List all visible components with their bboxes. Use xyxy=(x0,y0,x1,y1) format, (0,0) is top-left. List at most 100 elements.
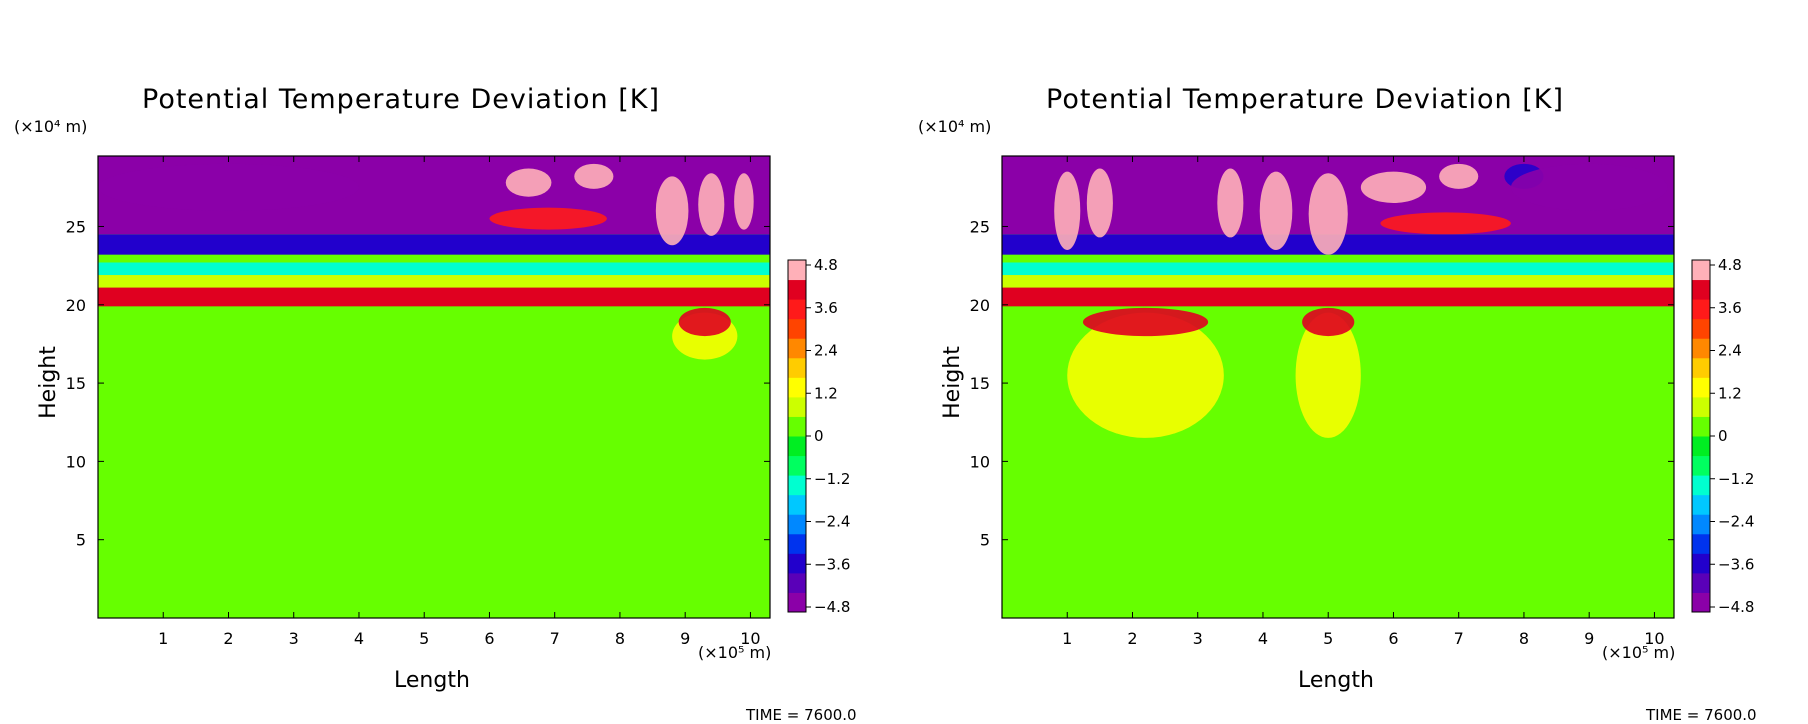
colorbar-segment xyxy=(788,377,806,398)
heatmap-plume-core xyxy=(1302,307,1355,337)
y-tick-label: 15 xyxy=(66,374,86,393)
x-tick-label: 4 xyxy=(354,629,364,648)
heatmap-lobe xyxy=(505,168,552,197)
heatmap-plume-core xyxy=(1082,307,1209,337)
colorbar-segment xyxy=(1692,396,1710,417)
heatmap-lobe xyxy=(1217,168,1244,238)
colorbar-segment xyxy=(1692,455,1710,476)
x-tick-label: 10 xyxy=(740,629,760,648)
colorbar-tick-label: −4.8 xyxy=(814,598,850,616)
x-tick-label: 9 xyxy=(680,629,690,648)
heatmap-field xyxy=(1002,156,1674,618)
colorbar-segment xyxy=(788,494,806,515)
colorbar-segment xyxy=(1692,514,1710,535)
y-tick-label: 20 xyxy=(66,296,86,315)
heatmap-lobe xyxy=(734,173,754,230)
colorbar-tick-label: 3.6 xyxy=(814,299,838,317)
colorbar-segment xyxy=(788,357,806,378)
chart-title: Potential Temperature Deviation [K] xyxy=(142,84,660,115)
x-tick-label: 3 xyxy=(1193,629,1203,648)
colorbar-tick-label: 1.2 xyxy=(814,384,838,402)
heatmap-lobe xyxy=(1439,163,1479,189)
chart-title: Potential Temperature Deviation [K] xyxy=(1046,84,1564,115)
x-tick-label: 5 xyxy=(419,629,429,648)
x-tick-label: 9 xyxy=(1584,629,1594,648)
x-tick-label: 8 xyxy=(1519,629,1529,648)
heatmap-field xyxy=(98,156,770,618)
x-tick-label: 1 xyxy=(158,629,168,648)
plot-frame xyxy=(97,155,771,619)
y-tick-label: 10 xyxy=(970,452,990,471)
colorbar-segment xyxy=(1692,533,1710,554)
time-label: TIME = 7600.0 xyxy=(1646,706,1757,724)
colorbar-segment xyxy=(1692,494,1710,515)
y-tick-label: 10 xyxy=(66,452,86,471)
colorbar-tick-label: −3.6 xyxy=(1718,555,1754,573)
heatmap-band xyxy=(1002,287,1674,307)
colorbar-tick-label: −1.2 xyxy=(814,470,850,488)
heatmap-plume xyxy=(1067,312,1224,438)
colorbar-tick-label: 0 xyxy=(814,427,824,445)
heatmap-lobe xyxy=(1360,171,1427,203)
x-tick-label: 2 xyxy=(1127,629,1137,648)
x-tick-label: 5 xyxy=(1323,629,1333,648)
y-tick-label: 5 xyxy=(980,531,990,550)
colorbar-tick-label: 1.2 xyxy=(1718,384,1742,402)
y-tick-label: 5 xyxy=(76,531,86,550)
colorbar-segment xyxy=(788,260,806,281)
x-tick-label: 7 xyxy=(550,629,560,648)
colorbar-tick-label: 0 xyxy=(1718,427,1728,445)
plot-frame xyxy=(1001,155,1675,619)
colorbar-segment xyxy=(788,572,806,593)
colorbar-segment xyxy=(788,533,806,554)
colorbar-segment xyxy=(1692,279,1710,300)
heatmap-band xyxy=(98,287,770,307)
colorbar-tick-label: 4.8 xyxy=(814,256,838,274)
chart-panel-left: Potential Temperature Deviation [K] (×10… xyxy=(14,84,857,724)
x-unit-label: (×10⁵ m) xyxy=(1602,643,1676,662)
x-tick-label: 6 xyxy=(1388,629,1398,648)
colorbar-segment xyxy=(788,299,806,320)
colorbar-tick-label: −3.6 xyxy=(814,555,850,573)
heatmap-lobe xyxy=(1259,171,1293,250)
x-tick-label: 7 xyxy=(1454,629,1464,648)
colorbar-segment xyxy=(1692,338,1710,359)
y-tick-label: 20 xyxy=(970,296,990,315)
x-tick-label: 3 xyxy=(289,629,299,648)
heatmap-lobe xyxy=(574,163,614,189)
y-unit-label: (×10⁴ m) xyxy=(14,117,88,136)
colorbar-segment xyxy=(1692,475,1710,496)
heatmap-band xyxy=(1002,275,1674,288)
colorbar-tick-label: −2.4 xyxy=(1718,513,1754,531)
x-tick-label: 8 xyxy=(615,629,625,648)
colorbar-segment xyxy=(788,416,806,437)
colorbar-segment xyxy=(788,514,806,535)
heatmap-lobe xyxy=(98,163,359,211)
heatmap-lobe xyxy=(1086,168,1113,238)
y-unit-label: (×10⁴ m) xyxy=(918,117,992,136)
x-tick-label: 2 xyxy=(223,629,233,648)
x-tick-label: 10 xyxy=(1644,629,1664,648)
time-label: TIME = 7600.0 xyxy=(746,706,857,724)
heatmap-plume-core xyxy=(678,307,731,337)
colorbar-tick-label: −4.8 xyxy=(1718,598,1754,616)
colorbar-segment xyxy=(788,553,806,574)
colorbar-tick-label: 4.8 xyxy=(1718,256,1742,274)
heatmap-lobe xyxy=(1380,212,1511,235)
colorbar-segment xyxy=(1692,592,1710,613)
heatmap-lobe xyxy=(1510,163,1668,211)
colorbar-tick-label: 2.4 xyxy=(814,342,838,360)
colorbar-tick-label: 3.6 xyxy=(1718,299,1742,317)
colorbar-segment xyxy=(1692,572,1710,593)
colorbar-segment xyxy=(1692,260,1710,281)
chart-panel-right: Potential Temperature Deviation [K] (×10… xyxy=(904,0,1808,724)
x-unit-label: (×10⁵ m) xyxy=(698,643,772,662)
heatmap-band xyxy=(98,234,770,255)
colorbar-segment xyxy=(1692,299,1710,320)
heatmap-lobe xyxy=(1308,173,1348,255)
heatmap-band xyxy=(1002,262,1674,276)
colorbar-segment xyxy=(1692,377,1710,398)
heatmap-lobe xyxy=(1054,171,1081,250)
colorbar-segment xyxy=(788,338,806,359)
x-tick-label: 4 xyxy=(1258,629,1268,648)
